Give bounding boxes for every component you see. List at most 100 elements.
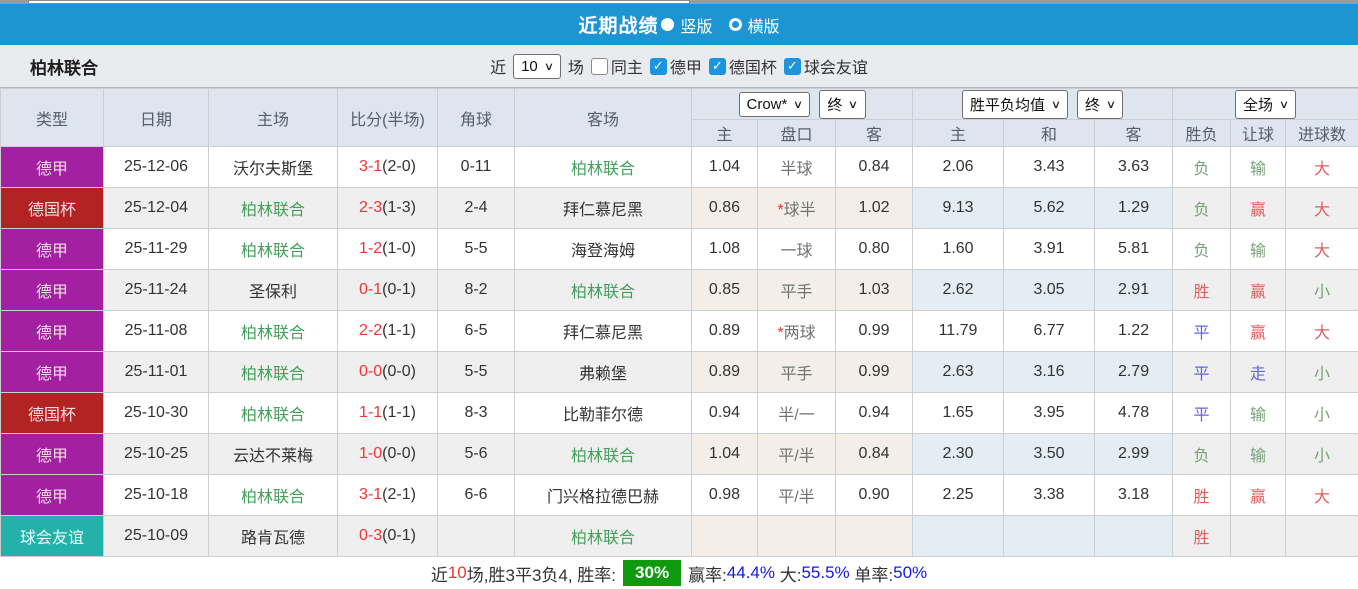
match-count-value: 10 (521, 58, 538, 75)
sub-col-header: 盘口 (758, 120, 836, 147)
matches-label: 场 (568, 54, 584, 78)
type-cell: 德甲 (1, 270, 104, 311)
summary-text: 44.4% (727, 563, 775, 583)
wl-result-cell: 平 (1173, 311, 1231, 352)
corner-cell: 6-6 (438, 475, 515, 516)
avg-home-odds: 1.60 (913, 229, 1004, 270)
avg-away-odds (1095, 516, 1173, 557)
col-header-away: 客场 (515, 89, 692, 147)
filter-checkboxes: 同主✓德甲✓德国杯✓球会友谊 (591, 54, 868, 78)
date-cell: 25-10-30 (104, 393, 209, 434)
layout-radio-group: 竖版横版 (658, 13, 779, 37)
scope-select[interactable]: 全场 ∨ (1235, 90, 1296, 119)
summary-text: 50% (893, 563, 927, 583)
summary-text: 大: (775, 561, 801, 586)
crow-away-odds: 0.90 (836, 475, 913, 516)
filter-checkbox-group: 同主 (591, 54, 643, 78)
results-table: 类型 日期 主场 比分(半场) 角球 客场 Crow* ∨ 终 ∨ (0, 88, 1358, 557)
corner-cell (438, 516, 515, 557)
handicap-result-cell: 输 (1231, 229, 1286, 270)
crow-time-select[interactable]: 终 ∨ (819, 90, 865, 119)
crow-away-odds: 1.03 (836, 270, 913, 311)
goals-result-cell: 小 (1286, 270, 1358, 311)
score-cell: 1-1(1-1) (338, 393, 438, 434)
handicap-cell: 平/半 (758, 434, 836, 475)
filter-checkbox-label: 德国杯 (729, 54, 777, 78)
avg-away-odds: 1.29 (1095, 188, 1173, 229)
checkbox-unchecked-icon[interactable] (591, 58, 608, 75)
score-cell: 2-2(1-1) (338, 311, 438, 352)
corner-cell: 5-6 (438, 434, 515, 475)
handicap-result-cell: 输 (1231, 147, 1286, 188)
crow-away-odds: 0.99 (836, 311, 913, 352)
date-cell: 25-11-24 (104, 270, 209, 311)
home-team-cell: 柏林联合 (209, 311, 338, 352)
filter-checkbox-label: 球会友谊 (804, 54, 868, 78)
away-team-cell: 拜仁慕尼黑 (515, 311, 692, 352)
wl-result-cell: 负 (1173, 434, 1231, 475)
handicap-result-cell: 输 (1231, 393, 1286, 434)
date-cell: 25-11-29 (104, 229, 209, 270)
sub-col-header: 让球 (1231, 120, 1286, 147)
sub-col-header: 主 (692, 120, 758, 147)
avg-section-header: 胜平负均值 ∨ 终 ∨ (913, 89, 1173, 120)
home-team-cell: 圣保利 (209, 270, 338, 311)
goals-result-cell (1286, 516, 1358, 557)
col-header-home: 主场 (209, 89, 338, 147)
checkbox-checked-icon[interactable]: ✓ (650, 58, 667, 75)
avg-type-value: 胜平负均值 (970, 94, 1045, 115)
col-header-date: 日期 (104, 89, 209, 147)
col-header-corner: 角球 (438, 89, 515, 147)
crow-away-odds: 0.94 (836, 393, 913, 434)
avg-draw-odds: 3.50 (1004, 434, 1095, 475)
sub-col-header: 胜负 (1173, 120, 1231, 147)
avg-time-select[interactable]: 终 ∨ (1077, 90, 1123, 119)
date-cell: 25-10-25 (104, 434, 209, 475)
crow-home-odds: 1.04 (692, 147, 758, 188)
away-team-cell: 柏林联合 (515, 147, 692, 188)
chevron-down-icon: ∨ (848, 98, 858, 111)
avg-home-odds: 9.13 (913, 188, 1004, 229)
crow-company-select[interactable]: Crow* ∨ (739, 92, 811, 117)
wl-result-cell: 平 (1173, 352, 1231, 393)
filter-checkbox-group: ✓球会友谊 (784, 54, 868, 78)
checkbox-checked-icon[interactable]: ✓ (784, 58, 801, 75)
away-team-cell: 弗赖堡 (515, 352, 692, 393)
top-scrollbar-thumb[interactable] (28, 0, 690, 4)
avg-home-odds: 2.30 (913, 434, 1004, 475)
avg-type-select[interactable]: 胜平负均值 ∨ (962, 90, 1068, 119)
checkbox-checked-icon[interactable]: ✓ (709, 58, 726, 75)
layout-radio-label: 横版 (748, 19, 780, 36)
handicap-result-cell: 输 (1231, 434, 1286, 475)
goals-result-cell: 大 (1286, 311, 1358, 352)
avg-draw-odds: 3.16 (1004, 352, 1095, 393)
crow-away-odds (836, 516, 913, 557)
top-scrollbar-track[interactable] (0, 0, 1358, 4)
layout-radio[interactable] (661, 18, 674, 31)
type-cell: 德甲 (1, 352, 104, 393)
win-rate-badge: 30% (623, 560, 681, 586)
goals-result-cell: 大 (1286, 475, 1358, 516)
handicap-result-cell: 走 (1231, 352, 1286, 393)
away-team-cell: 柏林联合 (515, 516, 692, 557)
type-cell: 德国杯 (1, 393, 104, 434)
sub-col-header: 客 (1095, 120, 1173, 147)
summary-text: 10 (448, 563, 467, 583)
score-cell: 2-3(1-3) (338, 188, 438, 229)
avg-home-odds: 2.25 (913, 475, 1004, 516)
sub-col-header: 主 (913, 120, 1004, 147)
filter-bar: 柏林联合 近 10 ∨ 场 同主✓德甲✓德国杯✓球会友谊 (0, 45, 1358, 88)
crow-home-odds: 1.08 (692, 229, 758, 270)
corner-cell: 8-3 (438, 393, 515, 434)
crow-away-odds: 0.80 (836, 229, 913, 270)
goals-result-cell: 大 (1286, 147, 1358, 188)
match-count-select[interactable]: 10 ∨ (513, 54, 561, 79)
layout-radio[interactable] (729, 18, 742, 31)
away-team-cell: 海登海姆 (515, 229, 692, 270)
page-title: 近期战绩 (578, 11, 658, 38)
